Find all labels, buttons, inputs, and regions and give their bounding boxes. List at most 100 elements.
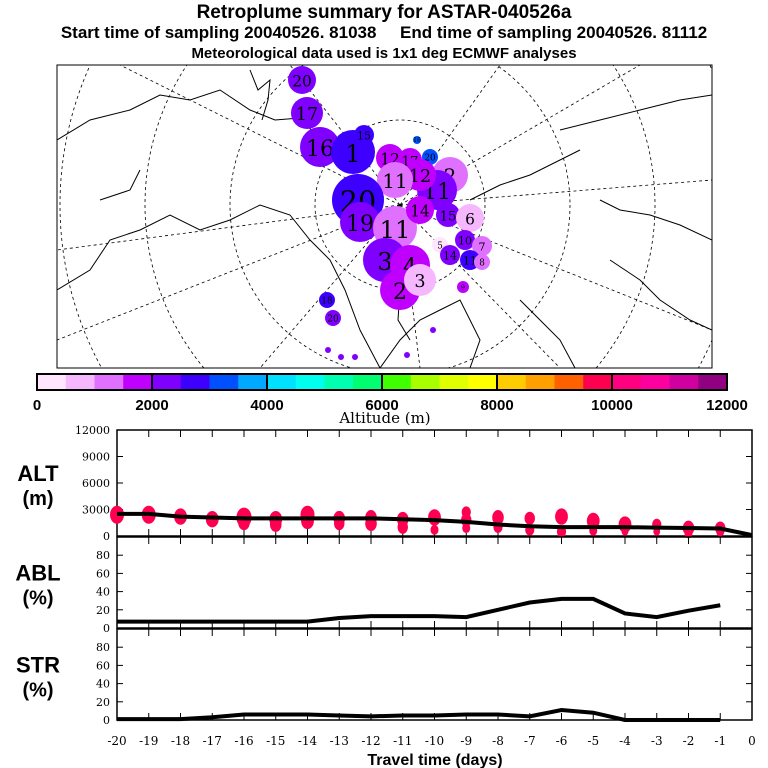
y-tick-label: 80: [96, 549, 110, 562]
alt-point: [397, 520, 408, 534]
colorbar-swatch: [152, 374, 182, 390]
plume-day-label: 5: [437, 242, 443, 252]
colorbar-swatch: [554, 374, 584, 390]
map-frame: [56, 64, 713, 369]
y-tick-label: 60: [96, 659, 110, 672]
plume-circle: [474, 254, 490, 270]
alt-point: [430, 524, 439, 535]
plume-dot: [430, 327, 436, 333]
colorbar-swatch: [410, 374, 440, 390]
colorbar-swatch: [583, 374, 613, 390]
y-tick-label: 3000: [82, 504, 110, 517]
plume-marker: 17: [291, 97, 323, 129]
plume-day-label: 17: [296, 105, 318, 125]
plume-day-label: 2: [393, 280, 407, 305]
plume-day-label: 11: [382, 170, 407, 193]
colorbar-tick-label: 12000: [706, 397, 748, 414]
plume-day-label: 18: [321, 297, 332, 307]
plume-marker: 7: [472, 236, 492, 256]
colorbar-swatch: [468, 374, 498, 390]
met-data-note: Meteorological data used is 1x1 deg ECMW…: [191, 45, 577, 62]
colorbar-swatch: [669, 374, 699, 390]
plume-day-label: 16: [413, 137, 421, 144]
y-tick-label: 0: [103, 714, 110, 727]
plume-marker: 6: [456, 204, 484, 232]
plume-circle: [440, 245, 460, 265]
alt-point: [492, 510, 504, 525]
colorbar-label: Altitude (m): [338, 409, 430, 427]
plume-day-label: 8: [479, 259, 485, 269]
panel-unit: (%): [22, 588, 53, 610]
y-tick-label: 0: [103, 530, 110, 543]
plume-marker: 16: [413, 136, 421, 144]
y-tick-label: 40: [96, 678, 110, 691]
alt-point: [301, 512, 314, 530]
x-tick-label: -15: [266, 734, 285, 748]
x-tick-label: -20: [107, 734, 126, 748]
y-tick-label: 12000: [75, 424, 110, 437]
x-tick-label: -2: [683, 734, 695, 748]
sampling-times: Start time of sampling 20040526. 81038 E…: [60, 23, 708, 42]
colorbar-tick-label: 6000: [365, 397, 398, 414]
panel-unit: (%): [22, 680, 53, 702]
x-tick-label: -3: [651, 734, 663, 748]
plume-day-label: 7: [479, 241, 486, 254]
y-tick-label: 40: [96, 586, 110, 599]
plume-circle: [404, 264, 436, 296]
panel-abl: ABL(%) 0 20 40 60 80: [15, 536, 753, 635]
plume-marker: 14: [440, 245, 460, 265]
y-tick-label: 20: [96, 696, 110, 709]
y-tick-label: 9000: [82, 451, 110, 464]
series-line-abl: [117, 596, 721, 624]
alt-point: [524, 511, 535, 525]
y-tick-label: 0: [103, 622, 110, 635]
plume-circle: [406, 196, 434, 224]
alt-point: [334, 517, 345, 531]
plume-circle: [291, 97, 323, 129]
x-tick-label: -8: [492, 734, 504, 748]
plume-marker: 15: [436, 203, 460, 227]
colorbar-swatch: [267, 374, 297, 390]
y-tick-label: 80: [96, 641, 110, 654]
panel-label: STR: [16, 653, 60, 678]
series-line-str: [117, 707, 721, 722]
plume-marker: 8: [474, 254, 490, 270]
x-tick-label: -6: [556, 734, 568, 748]
colorbar-tick-label: 4000: [250, 397, 283, 414]
colorbar-tick-label: 2000: [135, 397, 168, 414]
alt-point: [684, 528, 693, 539]
plume-dot: [338, 354, 344, 360]
colorbar-tick-label: 10000: [591, 397, 633, 414]
plume-marker: 19: [340, 202, 380, 242]
plume-day-label: 15: [357, 130, 371, 143]
coastlines: [57, 69, 712, 368]
plume-day-label: 14: [443, 250, 457, 263]
x-tick-label: -5: [587, 734, 599, 748]
colorbar-tick-label: 0: [33, 397, 41, 414]
plume-day-label: 11: [463, 255, 477, 268]
plume-day-label: 3: [414, 272, 425, 292]
panel-label: ALT: [17, 461, 59, 486]
plume-day-label: 16: [306, 137, 334, 162]
plume-marker: 10: [455, 230, 475, 250]
plume-circle: [300, 127, 340, 167]
colorbar-swatch: [324, 374, 354, 390]
plume-circle: [413, 136, 421, 144]
panel-unit: (m): [22, 488, 53, 510]
x-axis-label: Travel time (days): [367, 752, 502, 768]
plume-dot: [325, 347, 331, 353]
plume-day-label: 20: [424, 154, 436, 164]
plume-marker: 18: [319, 292, 335, 308]
x-tick-label: -1: [714, 734, 726, 748]
colorbar-swatch: [439, 374, 469, 390]
colorbar-swatch: [180, 374, 210, 390]
plume-marker: 16: [300, 127, 340, 167]
colorbar-swatch: [640, 374, 670, 390]
colorbar: 0 2000 4000 6000 8000 10000 12000: [33, 373, 748, 414]
plume-day-label: 20: [292, 72, 312, 90]
colorbar-swatch: [698, 374, 728, 390]
plume-marker: 11: [377, 162, 413, 198]
y-tick-label: 60: [96, 567, 110, 580]
colorbar-swatch: [37, 374, 67, 390]
x-tick-label: -16: [234, 734, 253, 748]
